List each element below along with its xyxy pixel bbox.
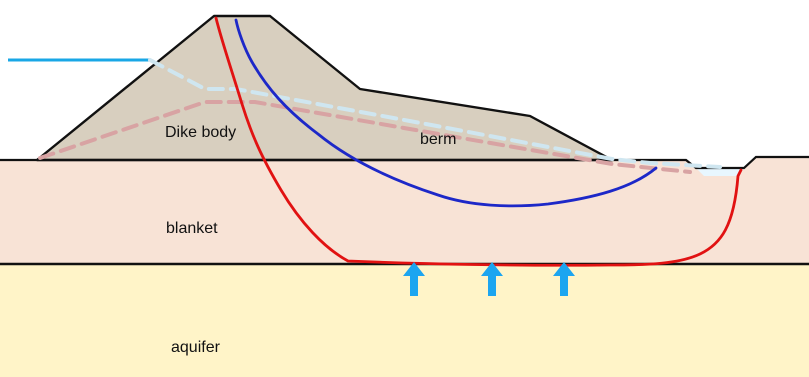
- seepage-arrows: [403, 262, 575, 296]
- aquifer-label: aquifer: [171, 339, 221, 356]
- arrow-up-icon: [553, 262, 575, 296]
- arrow-up-icon: [481, 262, 503, 296]
- aquifer-layer: [0, 264, 809, 377]
- blue-flow-line: [234, 18, 658, 208]
- ditch-water: [696, 168, 744, 176]
- dike-body-label: Dike body: [165, 124, 236, 141]
- internal-dashed-line: [38, 100, 692, 174]
- arrow-up-icon: [403, 262, 425, 296]
- blanket-layer: [0, 157, 809, 264]
- berm-label: berm: [420, 131, 456, 148]
- blanket-label: blanket: [166, 220, 218, 237]
- red-flow-line: [214, 16, 743, 267]
- phreatic-line: [148, 58, 722, 169]
